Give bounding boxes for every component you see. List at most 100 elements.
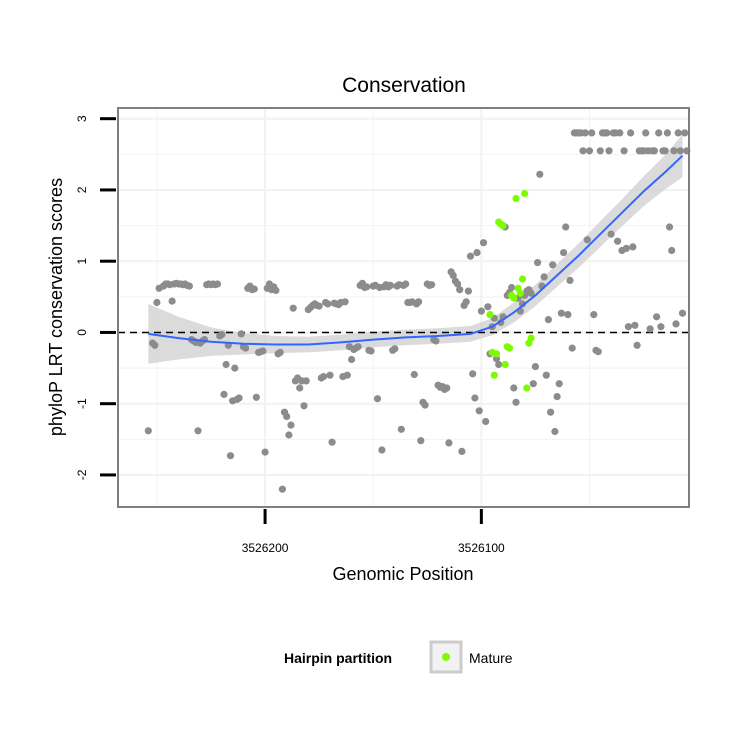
other-point [235, 394, 243, 402]
mature-point [527, 334, 535, 342]
other-point [456, 286, 464, 294]
y-tick-label: -2 [75, 469, 89, 480]
other-point [536, 170, 544, 178]
other-point [363, 283, 371, 291]
other-point [466, 252, 475, 260]
other-point [620, 147, 628, 155]
other-point [665, 223, 674, 231]
other-point [348, 355, 356, 364]
other-point [378, 446, 386, 454]
other-point [568, 344, 576, 352]
other-point [315, 302, 323, 310]
other-point [287, 421, 295, 429]
mature-point [499, 222, 507, 230]
mature-point [521, 189, 529, 198]
other-point [549, 261, 557, 269]
other-point [492, 355, 501, 363]
mature-point [501, 360, 509, 369]
other-point [226, 452, 235, 460]
x-axis-title: Genomic Position [332, 564, 473, 584]
confidence-ribbon-group [148, 134, 683, 364]
other-point [655, 129, 663, 137]
x-tick-label: 3526100 [458, 541, 505, 555]
y-tick-label: 2 [75, 186, 89, 193]
other-point [231, 364, 239, 372]
other-point [564, 311, 572, 319]
chart-title: Conservation [342, 74, 466, 97]
other-point [151, 341, 159, 349]
other-point [579, 147, 587, 155]
other-point [252, 393, 260, 401]
other-point [562, 223, 570, 231]
other-point [373, 395, 382, 403]
other-point [341, 298, 349, 306]
other-point [583, 236, 591, 244]
other-point [590, 311, 598, 319]
other-point [153, 298, 161, 307]
other-point [328, 438, 336, 446]
other-point [670, 147, 678, 155]
other-point [518, 300, 527, 308]
other-point [527, 289, 535, 297]
other-point [596, 147, 604, 155]
other-point [445, 439, 453, 447]
other-point [495, 360, 503, 369]
other-point [302, 377, 310, 385]
other-point [242, 344, 250, 352]
other-point [650, 147, 659, 155]
other-point [300, 402, 308, 410]
other-point [622, 244, 630, 252]
other-point [276, 348, 284, 356]
y-tick-label: -1 [75, 398, 89, 409]
other-point [473, 249, 481, 257]
other-point [653, 313, 661, 321]
other-point [410, 370, 418, 379]
other-point [458, 447, 466, 455]
other-point [534, 259, 542, 267]
mature-point [505, 344, 514, 352]
other-point [616, 129, 624, 137]
loess-smooth-line [148, 154, 684, 346]
y-tick-label: 3 [75, 115, 89, 122]
other-point [432, 337, 440, 345]
mature-point [486, 311, 494, 319]
other-point [319, 373, 328, 381]
y-axis-title: phyloP LRT conservation scores [46, 178, 66, 436]
other-point [367, 347, 375, 355]
other-point [631, 321, 639, 329]
other-point [551, 427, 559, 436]
other-point [289, 304, 297, 312]
other-point [261, 448, 269, 456]
other-point [607, 230, 615, 238]
other-point [540, 273, 548, 281]
other-point [614, 237, 622, 245]
other-point [285, 431, 293, 439]
other-point [531, 363, 540, 371]
other-point [674, 129, 682, 137]
other-point [296, 384, 304, 392]
other-point [415, 298, 423, 306]
y-tick-label: 1 [75, 258, 89, 265]
other-point [272, 286, 280, 294]
other-point [560, 249, 568, 257]
other-point [421, 401, 429, 409]
other-point [668, 246, 676, 255]
confidence-ribbon [148, 134, 683, 364]
other-point [168, 297, 176, 305]
other-point [484, 303, 492, 311]
grid-lines [118, 108, 689, 507]
other-point [657, 323, 665, 331]
other-point [464, 287, 472, 295]
other-point [391, 345, 399, 353]
other-point [510, 384, 518, 392]
other-point [213, 280, 222, 288]
other-point [512, 398, 520, 406]
other-point [588, 129, 596, 137]
y-axis: -2 -1 0 1 2 3 [75, 115, 116, 480]
other-point [250, 285, 258, 293]
other-point [542, 371, 550, 379]
other-point [672, 320, 680, 328]
other-point [185, 282, 193, 290]
other-point [646, 325, 654, 333]
other-point [144, 427, 152, 435]
